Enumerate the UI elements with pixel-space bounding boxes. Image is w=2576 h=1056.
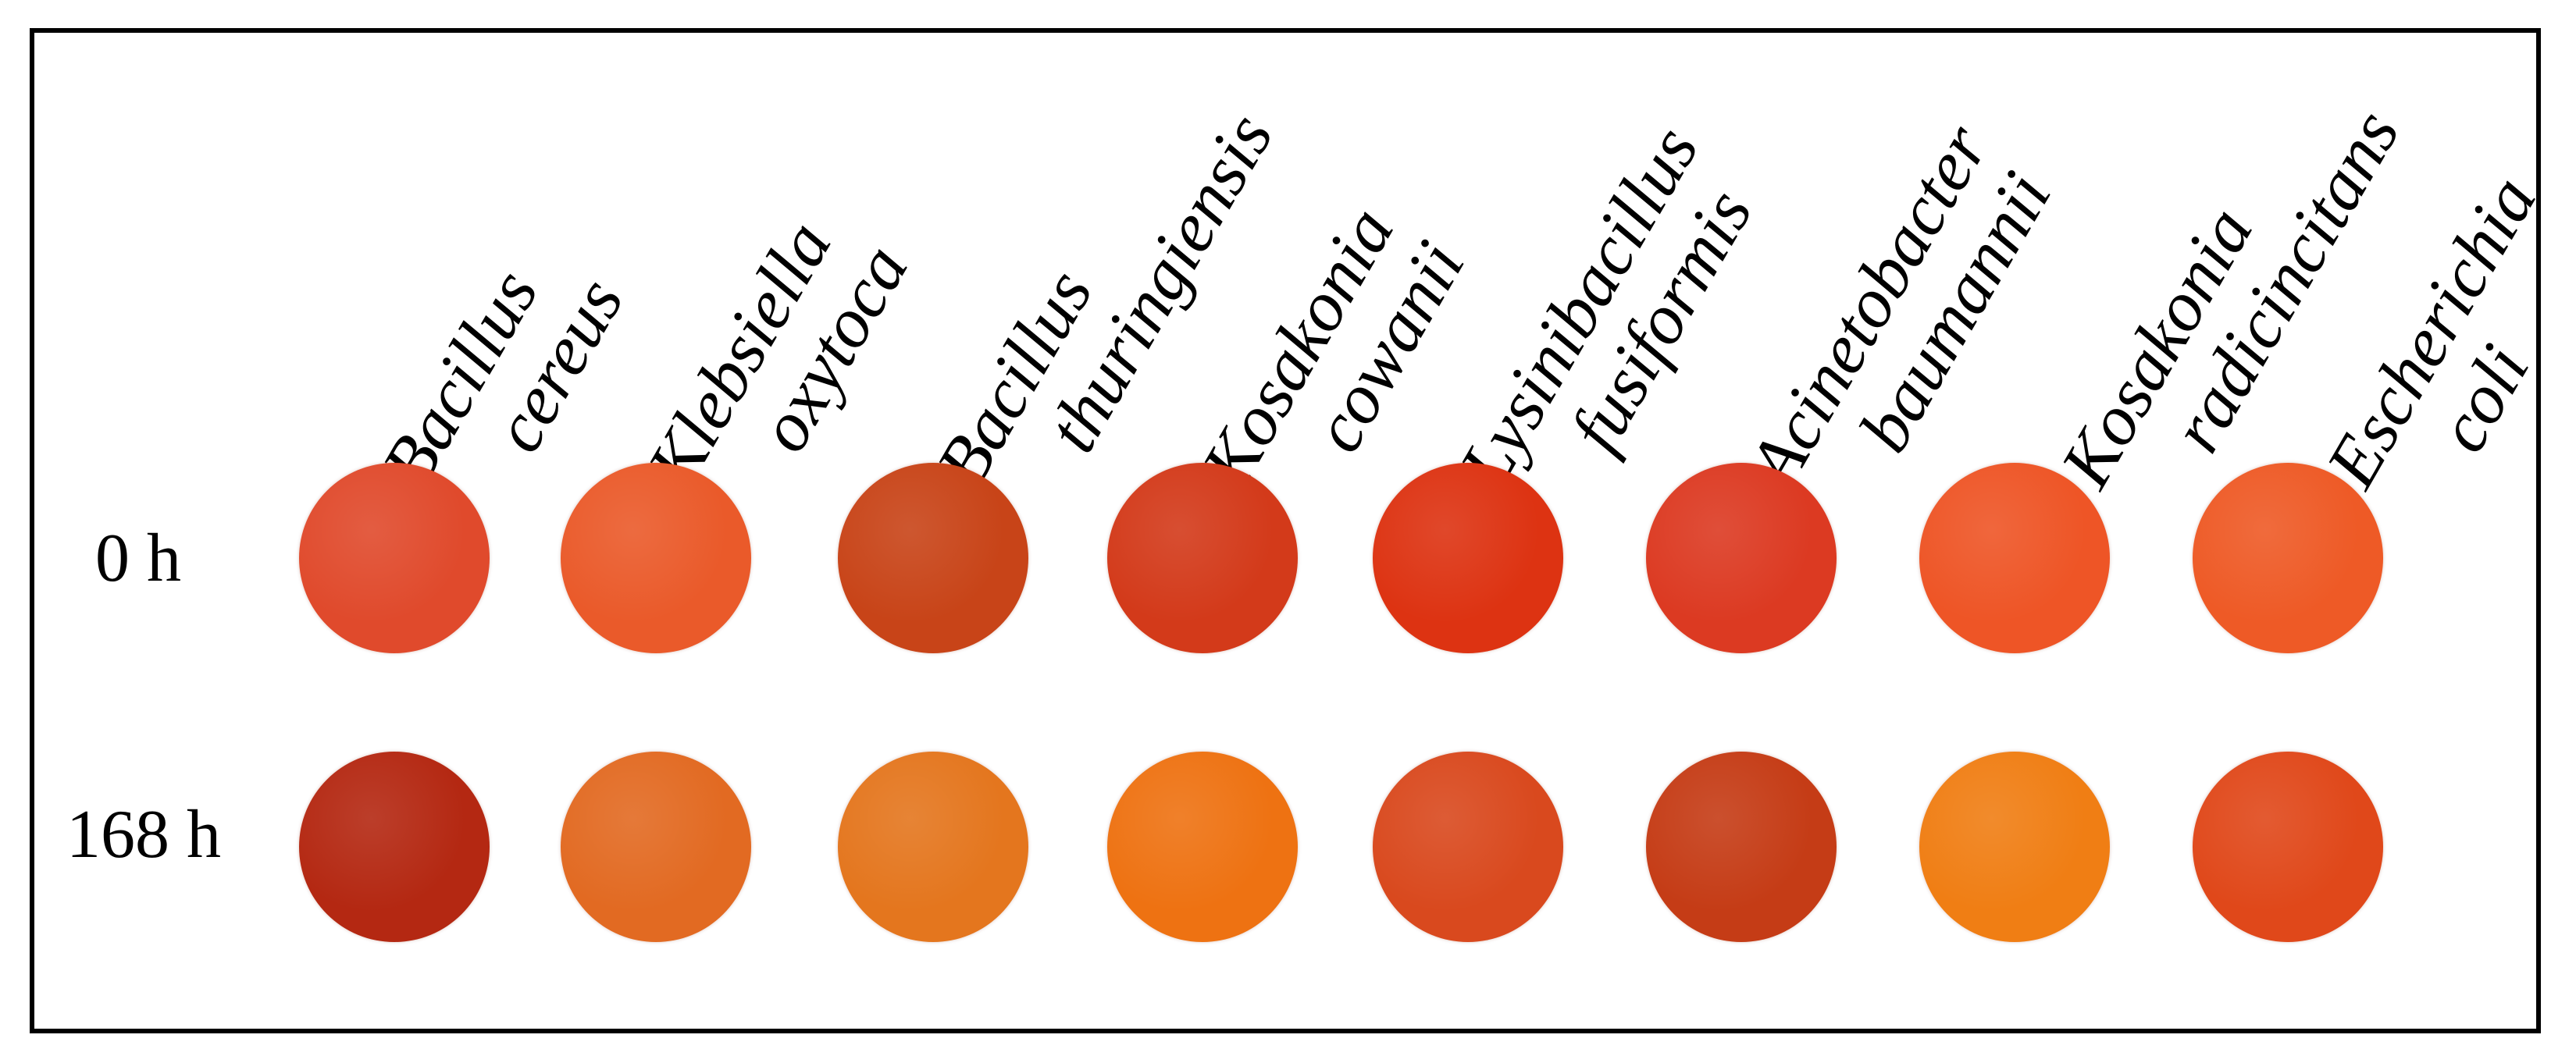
sample-circle (1646, 463, 1837, 653)
sample-circle (1373, 463, 1563, 653)
sample-circle (561, 752, 751, 942)
sample-circle (838, 463, 1028, 653)
sample-circle (1646, 752, 1837, 942)
sample-circle (1373, 752, 1563, 942)
column-headers: Bacillus cereus Klebsiella oxytoca Bacil… (0, 0, 2576, 500)
row-label-168h: 168 h (66, 797, 221, 873)
sample-circle (299, 463, 490, 653)
sample-circle (299, 752, 490, 942)
sample-circle (1919, 752, 2110, 942)
sample-circle (2193, 463, 2383, 653)
sample-circle (1919, 463, 2110, 653)
sample-circle (561, 463, 751, 653)
sample-circle (838, 752, 1028, 942)
sample-circle (2193, 752, 2383, 942)
row-label-0h: 0 h (95, 521, 181, 596)
sample-circle (1107, 752, 1298, 942)
sample-circle (1107, 463, 1298, 653)
